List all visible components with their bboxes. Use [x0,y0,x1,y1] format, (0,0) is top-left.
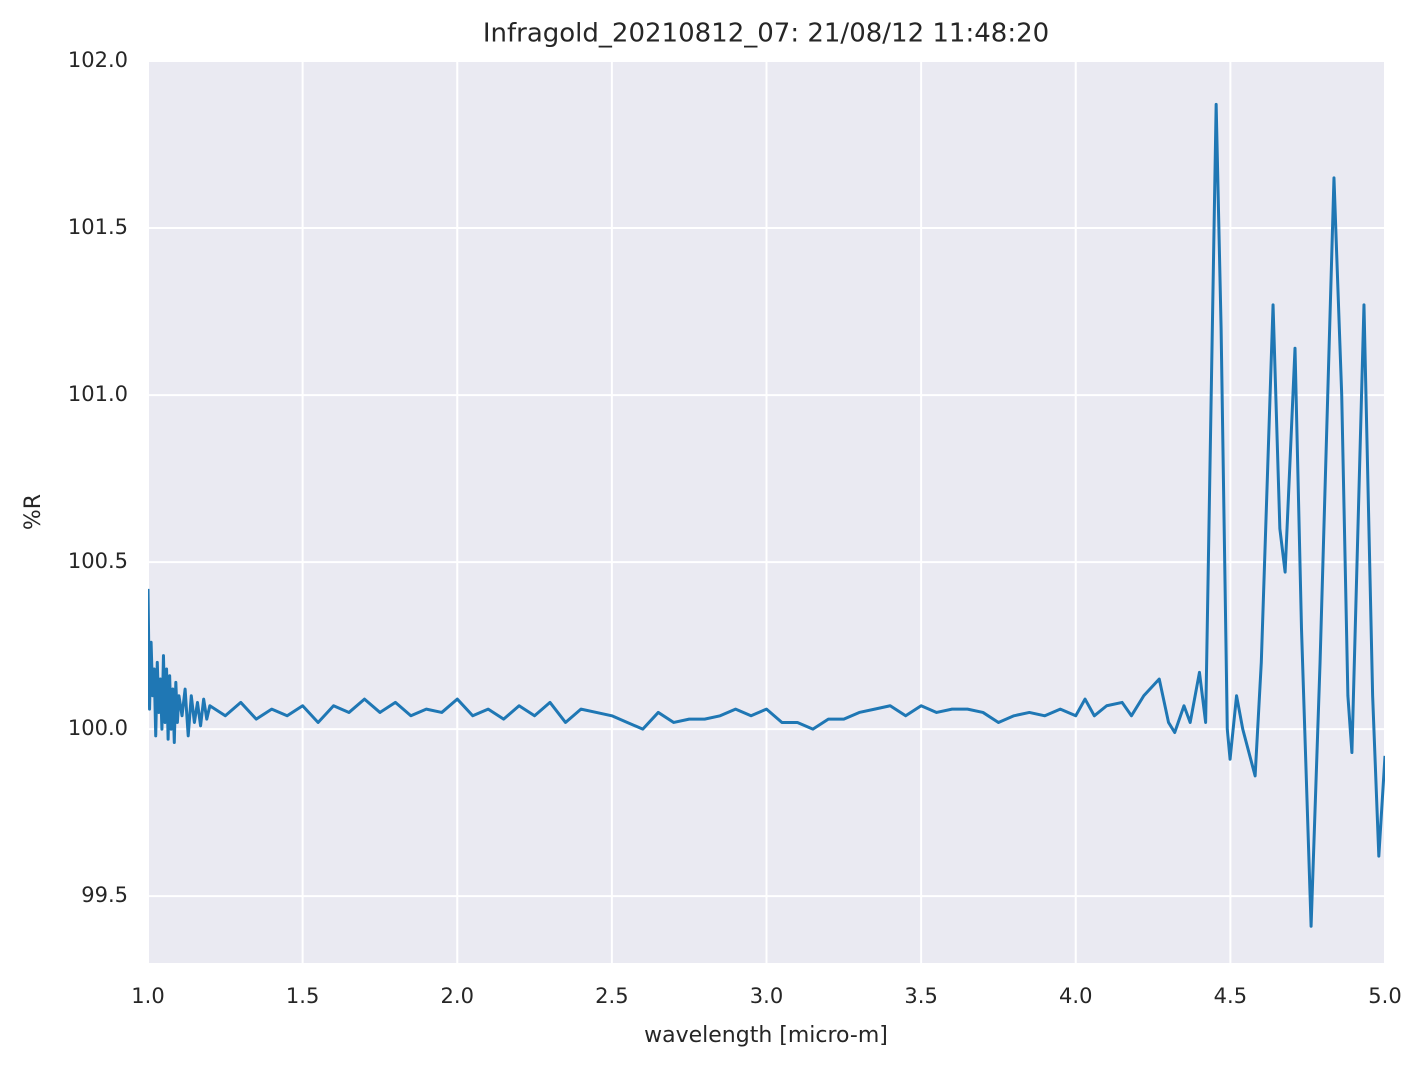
y-tick-label: 99.5 [81,883,128,907]
x-tick-label: 5.0 [1368,984,1401,1008]
y-tick-label: 101.5 [68,215,128,239]
x-tick-label: 3.0 [750,984,783,1008]
x-tick-label: 2.0 [441,984,474,1008]
x-tick-label: 2.5 [595,984,628,1008]
chart-title: Infragold_20210812_07: 21/08/12 11:48:20 [483,19,1049,49]
y-tick-label: 100.0 [68,716,128,740]
x-tick-label: 4.5 [1214,984,1247,1008]
data-line [148,102,1385,928]
x-axis-label: wavelength [micro-m] [644,1023,888,1048]
x-tick-label: 1.0 [131,984,164,1008]
x-tick-label: 1.5 [286,984,319,1008]
x-tick-label: 4.0 [1059,984,1092,1008]
y-tick-label: 102.0 [68,48,128,72]
y-tick-label: 101.0 [68,382,128,406]
x-tick-label: 3.5 [904,984,937,1008]
y-tick-label: 100.5 [68,549,128,573]
y-axis-label: %R [21,494,46,530]
